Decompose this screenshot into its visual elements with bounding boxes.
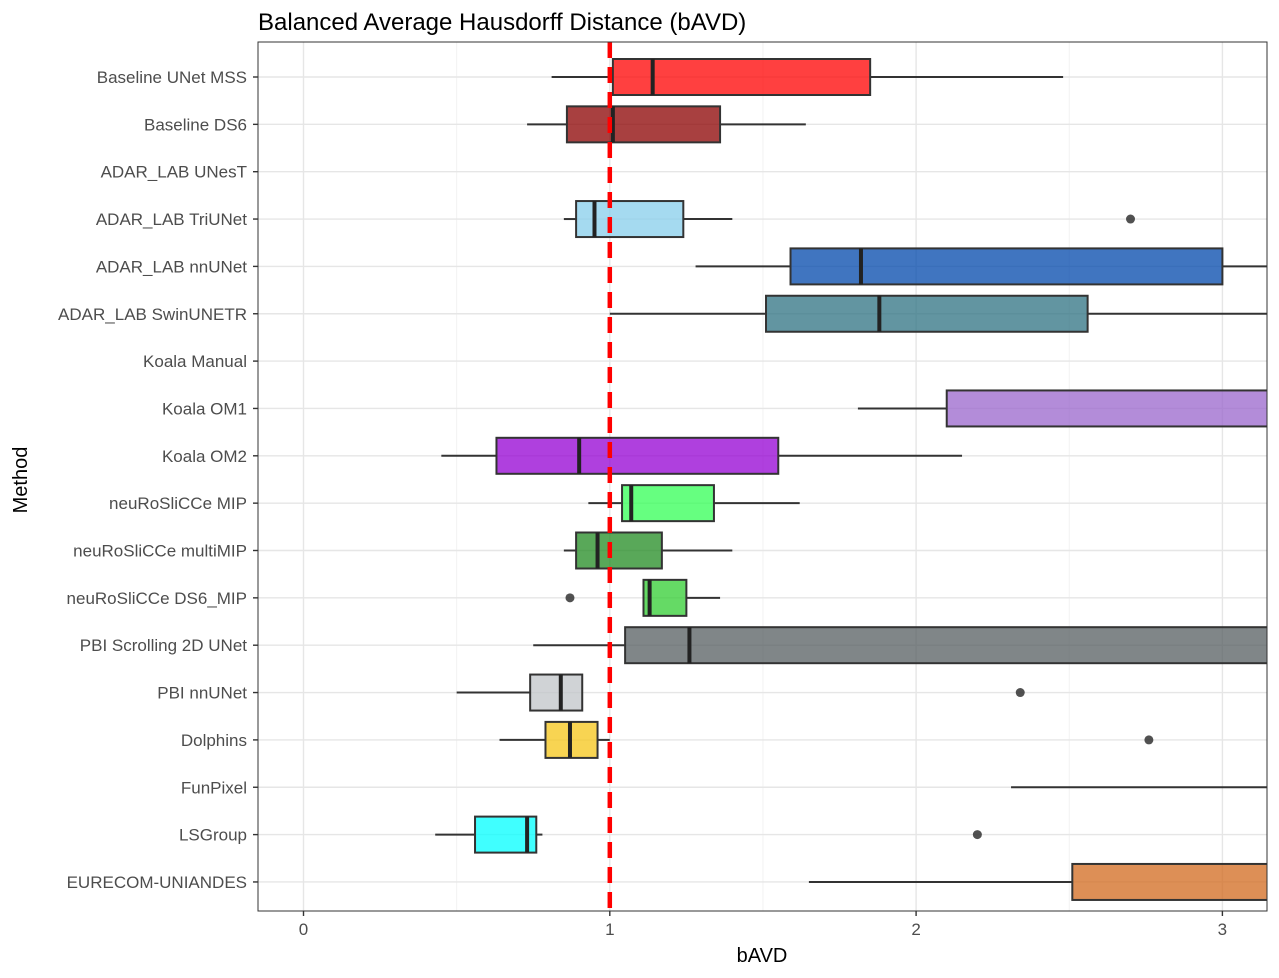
box-koala-om2	[441, 436, 963, 475]
box-pbi-nnunet	[456, 673, 1025, 712]
y-tick-label: ADAR_LAB nnUNet	[96, 257, 247, 276]
box-baseline-ds6	[527, 105, 806, 144]
y-tick-label: LSGroup	[179, 826, 247, 845]
box	[624, 626, 1267, 665]
y-tick-label: PBI Scrolling 2D UNet	[80, 636, 248, 655]
y-tick-label: Baseline UNet MSS	[97, 68, 247, 87]
box	[611, 58, 872, 96]
box-baseline-unet-mss	[551, 58, 1064, 96]
box-eurecom-uniandes	[808, 862, 1267, 901]
y-tick-label: neuRoSliCCe multiMIP	[73, 542, 247, 561]
x-tick-label: 1	[605, 920, 614, 939]
y-tick-label: ADAR_LAB UNesT	[101, 163, 247, 182]
x-tick-label: 0	[299, 920, 308, 939]
box-adar-lab-swinunetr	[609, 294, 1267, 333]
box-pbi-scrolling-2d-unet	[533, 626, 1267, 665]
box-dolphins	[499, 720, 1154, 759]
box-lsgroup	[435, 815, 982, 854]
box-adar-lab-triunet	[563, 200, 1136, 239]
panel-border	[257, 41, 1268, 912]
box	[529, 673, 584, 712]
y-tick-label: Koala Manual	[143, 352, 247, 371]
x-tick-label: 2	[911, 920, 920, 939]
outlier-point	[565, 593, 575, 603]
box	[575, 200, 685, 239]
box-neuroslicce-multimip	[563, 531, 733, 570]
plot-layer	[435, 42, 1267, 911]
box-neuroslicce-ds6-mip	[565, 578, 721, 617]
box	[495, 436, 780, 475]
y-tick-label: ADAR_LAB SwinUNETR	[58, 305, 247, 324]
y-tick-label: Koala OM1	[162, 399, 247, 418]
y-tick-label: PBI nnUNet	[157, 684, 247, 703]
y-tick-label: Koala OM2	[162, 447, 247, 466]
box-adar-lab-nnunet	[695, 247, 1267, 286]
grid-layer	[258, 42, 1267, 911]
x-tick-label: 3	[1218, 920, 1227, 939]
box	[945, 389, 1267, 428]
box	[765, 294, 1089, 333]
box-koala-om1	[857, 389, 1267, 428]
y-tick-label: Dolphins	[181, 731, 247, 750]
box	[621, 484, 715, 523]
y-tick-label: FunPixel	[181, 778, 247, 797]
outlier-point	[1126, 214, 1136, 224]
box	[789, 247, 1224, 286]
box	[565, 105, 722, 144]
x-axis-title: bAVD	[737, 945, 788, 967]
y-tick-label: ADAR_LAB TriUNet	[96, 210, 247, 229]
outlier-point	[1015, 688, 1025, 698]
y-tick-label: neuRoSliCCe DS6_MIP	[67, 589, 247, 608]
y-axis-title: Method	[10, 447, 32, 514]
chart-title: Balanced Average Hausdorff Distance (bAV…	[258, 9, 746, 36]
outlier-point	[1144, 735, 1154, 745]
y-tick-label: neuRoSliCCe MIP	[109, 494, 247, 513]
y-tick-label: EURECOM-UNIANDES	[67, 873, 247, 892]
outlier-point	[972, 830, 982, 840]
axis-layer: Baseline UNet MSS Baseline DS6 ADAR_LAB UN…	[58, 68, 1227, 939]
box-neuroslicce-mip	[588, 484, 800, 523]
box	[575, 531, 663, 570]
box	[1071, 862, 1267, 901]
y-tick-label: Baseline DS6	[144, 115, 247, 134]
